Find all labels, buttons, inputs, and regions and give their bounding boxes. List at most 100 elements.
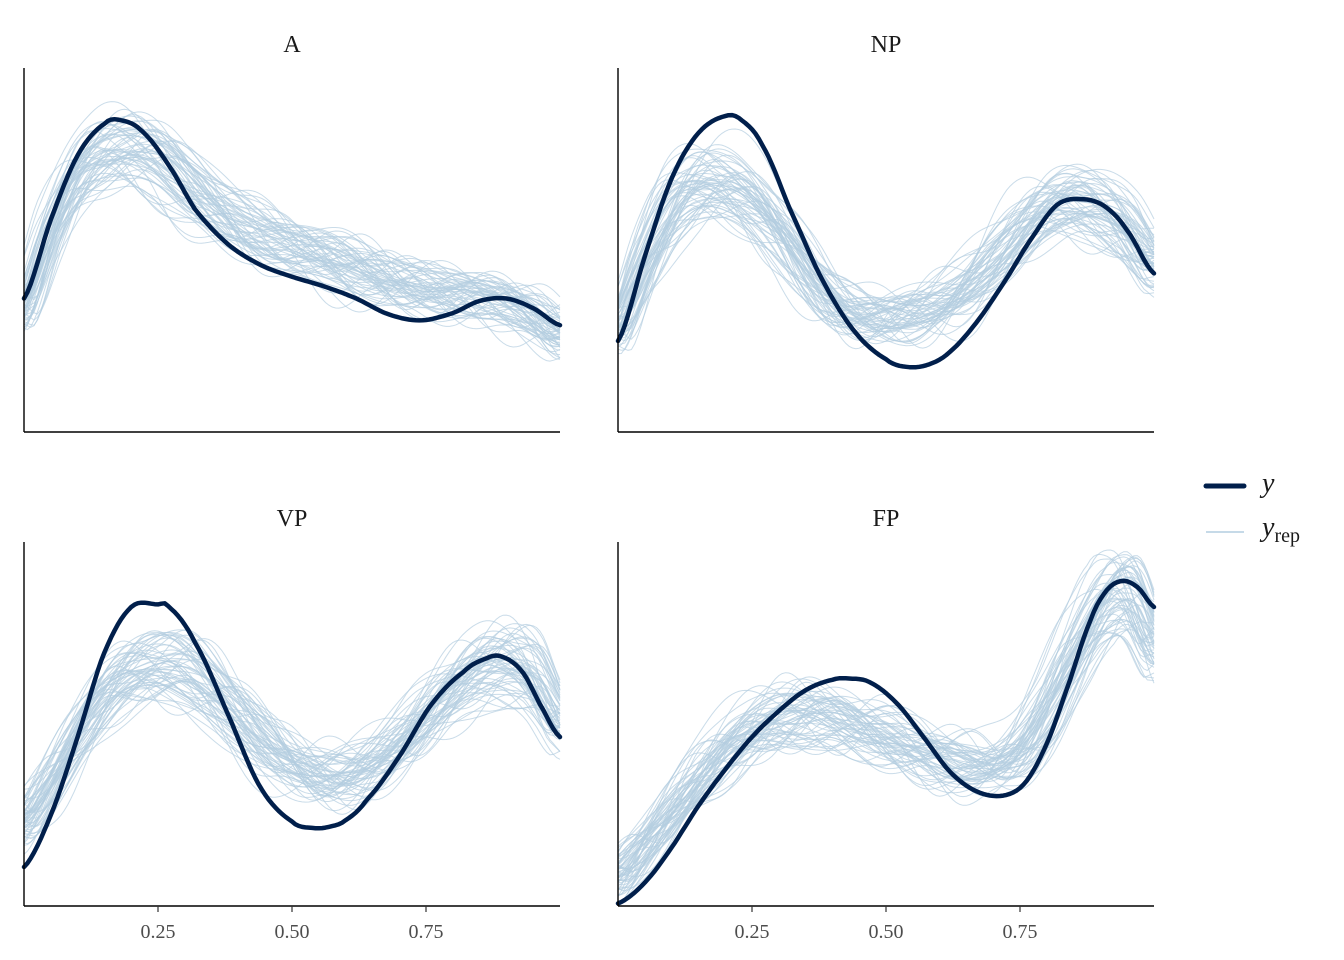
yrep-line — [617, 174, 1155, 355]
y-line — [21, 600, 563, 870]
yrep-line — [23, 668, 561, 800]
yrep-line — [617, 598, 1155, 879]
yrep-line — [23, 662, 561, 855]
yrep-line — [617, 598, 1155, 878]
yrep-line — [23, 639, 561, 805]
yrep-line — [23, 686, 561, 838]
panel-fp: FP 0.25 0.50 0.75 — [615, 506, 1157, 943]
yrep-draws — [617, 549, 1155, 907]
yrep-line — [23, 134, 561, 319]
y-line — [615, 578, 1157, 906]
yrep-line — [617, 179, 1155, 326]
x-tick-label: 0.25 — [141, 921, 176, 943]
yrep-line — [23, 119, 561, 329]
yrep-line — [23, 665, 561, 830]
yrep-line — [617, 551, 1155, 859]
yrep-line — [617, 216, 1155, 347]
panel-title: VP — [277, 506, 308, 532]
x-tick-label: 0.25 — [735, 921, 770, 943]
yrep-line — [23, 128, 561, 328]
yrep-line — [23, 624, 561, 828]
yrep-line — [23, 656, 561, 805]
yrep-line — [23, 158, 561, 360]
yrep-line — [617, 587, 1155, 902]
yrep-line — [617, 634, 1155, 866]
yrep-line — [617, 177, 1155, 349]
x-tick-label: 0.50 — [275, 921, 310, 943]
panel-title: NP — [871, 32, 902, 58]
yrep-line — [617, 600, 1155, 884]
yrep-line — [23, 158, 561, 330]
yrep-line — [617, 560, 1155, 875]
yrep-line — [617, 556, 1155, 857]
yrep-line — [617, 629, 1155, 890]
yrep-line — [617, 573, 1155, 865]
yrep-line — [23, 140, 561, 346]
yrep-line — [23, 174, 561, 343]
panel-np: NP — [615, 32, 1157, 433]
yrep-line — [617, 566, 1155, 874]
yrep-line — [23, 177, 561, 341]
yrep-line — [617, 632, 1155, 856]
x-tick-label: 0.50 — [869, 921, 904, 943]
yrep-line — [617, 588, 1155, 891]
yrep-line — [23, 672, 561, 825]
yrep-line — [23, 101, 561, 314]
yrep-line — [617, 554, 1155, 884]
panel-a: A — [21, 32, 563, 433]
yrep-line — [617, 186, 1155, 343]
yrep-line — [617, 607, 1155, 879]
yrep-line — [617, 186, 1155, 342]
yrep-line — [617, 204, 1155, 341]
legend-label-yrep-base: y — [1259, 512, 1275, 543]
yrep-line — [23, 691, 561, 815]
yrep-line — [617, 169, 1155, 309]
yrep-draws — [23, 614, 561, 855]
yrep-line — [23, 185, 561, 334]
yrep-line — [23, 120, 561, 356]
yrep-line — [23, 111, 561, 310]
yrep-line — [617, 567, 1155, 871]
x-tick-label: 0.75 — [1003, 921, 1038, 943]
yrep-draws — [617, 128, 1155, 355]
yrep-line — [618, 565, 1155, 881]
yrep-line — [23, 673, 561, 823]
yrep-line — [23, 173, 561, 351]
yrep-line — [617, 180, 1155, 324]
yrep-line — [617, 172, 1155, 351]
yrep-line — [617, 151, 1155, 315]
legend: y yrep — [1203, 468, 1300, 547]
yrep-line — [617, 183, 1155, 311]
yrep-line — [23, 656, 561, 798]
yrep-line — [617, 549, 1155, 852]
yrep-draws — [23, 101, 561, 362]
y-line — [615, 112, 1157, 370]
yrep-line — [617, 587, 1155, 855]
y-line — [21, 116, 563, 328]
yrep-line — [617, 171, 1155, 334]
legend-label-y: y — [1259, 468, 1275, 499]
legend-label-yrep-sub: rep — [1274, 525, 1300, 547]
yrep-line — [617, 204, 1155, 342]
yrep-line — [23, 156, 561, 335]
x-tick-label: 0.75 — [409, 921, 444, 943]
yrep-line — [617, 148, 1155, 303]
panels: A NP VP 0.25 0.50 0.75 FP 0.25 0.50 0.75 — [21, 32, 1157, 943]
yrep-line — [23, 157, 561, 341]
yrep-line — [23, 128, 561, 328]
legend-label-yrep: yrep — [1259, 512, 1300, 547]
yrep-line — [617, 180, 1155, 314]
yrep-line — [617, 181, 1155, 350]
yrep-line — [617, 609, 1155, 870]
yrep-line — [23, 662, 561, 819]
yrep-line — [617, 571, 1155, 877]
yrep-line — [23, 149, 561, 346]
panel-title: A — [283, 32, 301, 58]
panel-title: FP — [873, 506, 900, 532]
yrep-line — [23, 680, 561, 806]
yrep-line — [617, 128, 1155, 340]
yrep-line — [617, 558, 1155, 882]
yrep-line — [23, 158, 561, 338]
yrep-line — [23, 128, 561, 318]
